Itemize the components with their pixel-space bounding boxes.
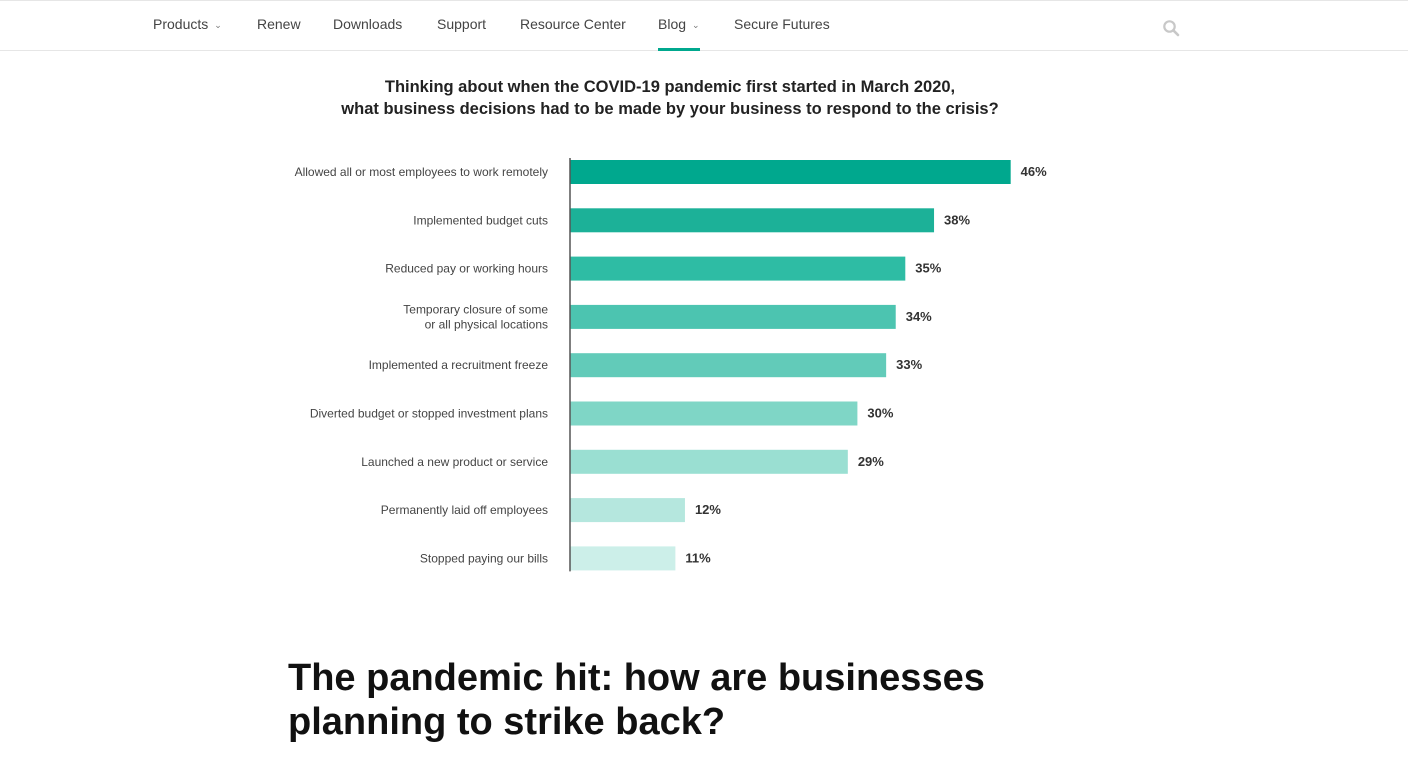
chart-title-line-2: what business decisions had to be made b… [341,100,999,118]
bar [570,208,935,233]
bar [570,449,848,474]
article-heading: The pandemic hit: how are businesses pla… [288,657,985,743]
nav-item-secure-futures[interactable]: Secure Futures [734,1,830,51]
bar-value-label: 29% [858,454,884,469]
nav-item-label: Resource Center [520,16,626,32]
bar [570,160,1011,184]
category-label: Reduced pay or working hours [385,262,548,276]
chevron-down-icon: ⌄ [692,20,700,30]
bar-value-label: 33% [896,357,922,372]
bar-value-label: 35% [915,261,941,276]
nav-item-resource-center[interactable]: Resource Center [520,1,626,51]
category-label: Permanently laid off employees [381,503,548,517]
bar [570,304,896,329]
bar-value-label: 12% [695,502,721,517]
bar [570,546,676,571]
nav-item-support[interactable]: Support [437,1,486,51]
category-label: Diverted budget or stopped investment pl… [310,407,548,421]
bar [570,401,858,426]
category-label: or all physical locations [425,317,548,331]
bar [570,353,887,378]
nav-item-label: Renew [257,16,301,32]
nav-item-renew[interactable]: Renew [257,1,301,51]
bar-value-label: 34% [906,309,932,324]
chart-title-line-1: Thinking about when the COVID-19 pandemi… [384,78,956,96]
nav-item-downloads[interactable]: Downloads [333,1,402,51]
nav-item-label: Support [437,16,487,32]
category-label: Temporary closure of some [403,302,548,316]
bar [570,256,906,281]
nav-item-label: Downloads [333,16,403,32]
category-label: Implemented budget cuts [413,213,548,227]
category-label: Launched a new product or service [361,455,548,469]
bar-value-label: 11% [685,550,711,565]
nav-item-blog[interactable]: Blog ⌄ [658,1,700,51]
bar [570,498,685,523]
nav-item-products[interactable]: Products ⌄ [153,1,222,51]
chevron-down-icon: ⌄ [214,20,222,30]
top-navigation: Products ⌄ Renew Downloads Support Resour… [0,0,1408,51]
bar-value-label: 38% [944,212,970,227]
search-icon[interactable] [1162,19,1180,37]
nav-item-label: Secure Futures [734,16,830,32]
category-label: Stopped paying our bills [420,551,548,565]
nav-item-label: Blog [658,16,687,32]
category-label: Implemented a recruitment freeze [369,358,549,372]
category-label: Allowed all or most employees to work re… [295,165,548,179]
bar-value-label: 46% [1021,164,1047,179]
chart-title: Thinking about when the COVID-19 pandemi… [240,76,1100,120]
bar-value-label: 30% [867,406,893,421]
nav-item-label: Products [153,16,209,32]
